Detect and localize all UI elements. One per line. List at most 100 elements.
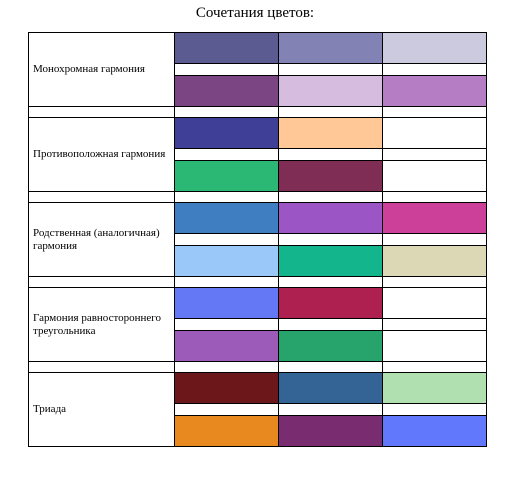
empty-cell (382, 106, 487, 118)
harmony-label: Триада (28, 372, 175, 447)
color-swatch (383, 246, 486, 276)
color-swatch (175, 246, 278, 276)
color-swatch (279, 246, 382, 276)
swatch-cell (382, 415, 487, 447)
swatch-cell (382, 372, 487, 404)
swatch-cell (174, 287, 279, 319)
swatch-cell (174, 75, 279, 107)
empty-cell (382, 148, 487, 161)
page-title: Сочетания цветов: (195, 5, 315, 21)
empty-cell (174, 106, 279, 118)
empty-cell (278, 276, 383, 288)
color-swatch (279, 373, 382, 403)
empty-cell (278, 191, 383, 203)
harmony-label: Противоположная гармония (28, 117, 175, 192)
swatch-cell (174, 372, 279, 404)
harmony-label: Гармония равностороннего треугольника (28, 287, 175, 362)
empty-cell (174, 148, 279, 161)
empty-cell (278, 63, 383, 76)
separator-row (28, 361, 487, 373)
color-swatch (383, 373, 486, 403)
empty-cell (382, 361, 487, 373)
color-swatch (279, 161, 382, 191)
swatch-cell (382, 330, 487, 362)
color-swatch (175, 118, 278, 148)
swatch-cell (278, 32, 383, 64)
swatch-cell (382, 160, 487, 192)
swatch-row: Гармония равностороннего треугольника (28, 287, 487, 362)
swatch-cell (382, 202, 487, 234)
empty-cell (382, 318, 487, 331)
swatch-row: Родственная (аналогичная) гармония (28, 202, 487, 277)
swatch-cell (278, 160, 383, 192)
color-swatch (175, 288, 278, 318)
empty-cell (278, 148, 383, 161)
swatch-cell (174, 160, 279, 192)
empty-cell (174, 191, 279, 203)
swatch-cell (278, 330, 383, 362)
swatch-cell (278, 415, 383, 447)
empty-cell (28, 276, 175, 288)
color-swatch (279, 288, 382, 318)
separator-row (28, 106, 487, 118)
swatch-row: Триада (28, 372, 487, 447)
color-swatch (383, 416, 486, 446)
swatch-cell (278, 287, 383, 319)
gap-row (29, 318, 487, 331)
empty-cell (174, 403, 279, 416)
empty-cell (28, 106, 175, 118)
color-swatch (279, 33, 382, 63)
swatch-cell (278, 75, 383, 107)
color-swatch (383, 76, 486, 106)
color-swatch (279, 203, 382, 233)
empty-cell (278, 233, 383, 246)
color-swatch (175, 331, 278, 361)
color-harmony-table: Монохромная гармония Противоположная гарм… (28, 32, 487, 447)
empty-cell (174, 276, 279, 288)
color-swatch (279, 76, 382, 106)
color-swatch (175, 373, 278, 403)
swatch-cell (174, 330, 279, 362)
swatch-cell (174, 117, 279, 149)
separator-row (28, 191, 487, 203)
color-swatch (383, 203, 486, 233)
color-swatch (175, 203, 278, 233)
swatch-cell (382, 75, 487, 107)
empty-cell (382, 233, 487, 246)
empty-cell (278, 318, 383, 331)
empty-cell (28, 361, 175, 373)
empty-cell (174, 233, 279, 246)
swatch-cell (382, 32, 487, 64)
color-swatch (175, 416, 278, 446)
empty-cell (382, 63, 487, 76)
empty-cell (174, 63, 279, 76)
swatch-cell (278, 372, 383, 404)
harmony-label: Монохромная гармония (28, 32, 175, 107)
empty-cell (382, 276, 487, 288)
swatch-cell (382, 117, 487, 149)
color-swatch (175, 161, 278, 191)
swatch-row: Противоположная гармония (28, 117, 487, 192)
gap-row (29, 403, 487, 416)
swatch-cell (278, 117, 383, 149)
swatch-row (29, 415, 487, 447)
swatch-row (29, 75, 487, 107)
empty-cell (28, 191, 175, 203)
color-swatch (279, 118, 382, 148)
empty-cell (382, 191, 487, 203)
swatch-row: Монохромная гармония (28, 32, 487, 107)
empty-cell (174, 318, 279, 331)
harmony-label: Родственная (аналогичная) гармония (28, 202, 175, 277)
gap-row (29, 63, 487, 76)
swatch-cell (174, 415, 279, 447)
color-swatch (279, 331, 382, 361)
color-swatch (175, 76, 278, 106)
empty-cell (382, 403, 487, 416)
empty-cell (278, 361, 383, 373)
empty-cell (278, 106, 383, 118)
color-swatch (383, 33, 486, 63)
separator-row (28, 276, 487, 288)
empty-cell (278, 403, 383, 416)
swatch-cell (278, 245, 383, 277)
swatch-cell (174, 32, 279, 64)
